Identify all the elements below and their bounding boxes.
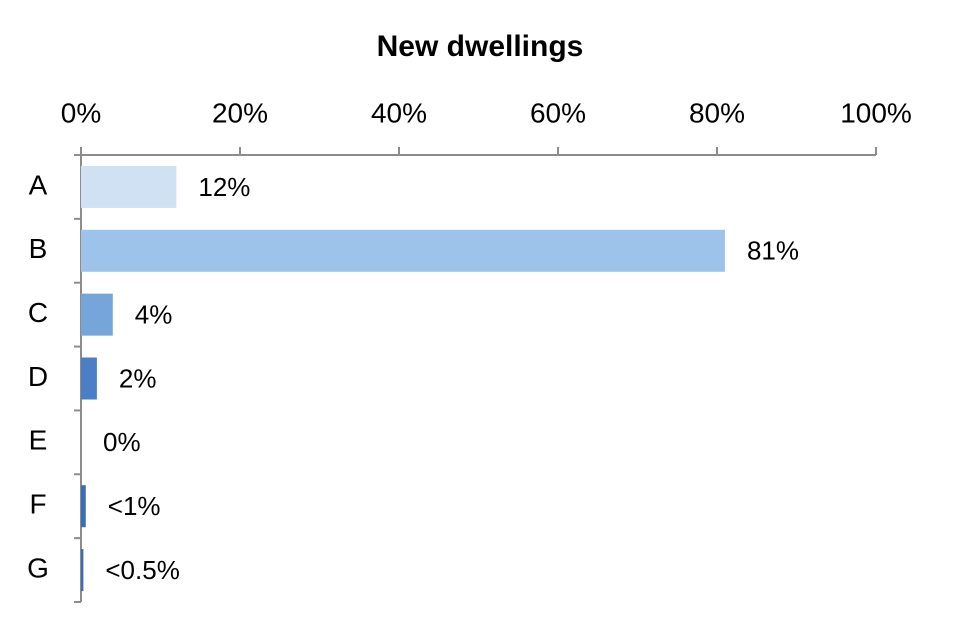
x-tick-label: 0% [61, 97, 101, 128]
value-label: 12% [198, 172, 250, 202]
value-label: <0.5% [105, 555, 179, 585]
value-label: 81% [747, 236, 799, 266]
y-tick-label: F [29, 489, 46, 520]
y-tick-label: D [28, 361, 48, 392]
bar [81, 229, 725, 272]
x-tick-label: 80% [689, 97, 745, 128]
y-tick-label: A [29, 169, 48, 200]
chart-title: New dwellings [377, 30, 584, 63]
y-tick-label: B [29, 233, 48, 264]
value-label: 4% [135, 300, 173, 330]
x-tick-label: 20% [212, 97, 268, 128]
y-tick-label: E [29, 425, 48, 456]
bar [81, 165, 177, 208]
bar [81, 293, 113, 336]
y-tick-label: C [28, 297, 48, 328]
value-label: 2% [119, 363, 157, 393]
bar [81, 549, 84, 592]
y-tick-label: G [27, 552, 49, 583]
bar [81, 485, 86, 528]
x-tick-label: 40% [371, 97, 427, 128]
x-tick-label: 100% [840, 97, 912, 128]
value-label: 0% [103, 427, 141, 457]
value-label: <1% [108, 491, 161, 521]
x-tick-label: 60% [530, 97, 586, 128]
bar [81, 357, 97, 400]
